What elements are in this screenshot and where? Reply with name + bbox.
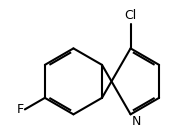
Text: F: F bbox=[17, 103, 24, 116]
Text: Cl: Cl bbox=[124, 9, 137, 22]
Text: N: N bbox=[132, 115, 141, 128]
